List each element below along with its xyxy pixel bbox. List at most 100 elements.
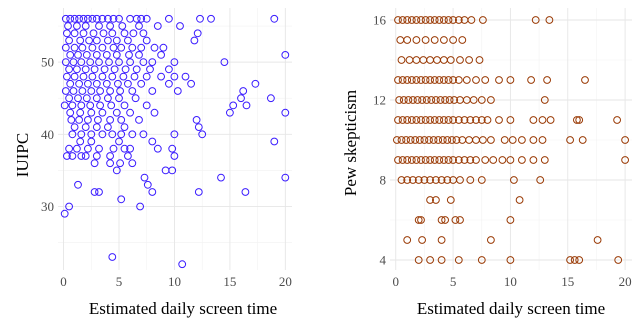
right-data-point [412, 76, 421, 84]
right-data-point [396, 36, 405, 44]
left-data-point [76, 36, 85, 45]
right-data-point [435, 76, 444, 84]
right-data-point [394, 116, 402, 124]
left-data-point [100, 65, 109, 74]
right-data-point [510, 176, 518, 184]
right-data-point [417, 156, 425, 164]
right-data-point [407, 16, 416, 24]
right-data-point [417, 216, 425, 224]
right-data-point [450, 96, 459, 104]
left-data-point [98, 72, 107, 81]
right-data-point [487, 236, 495, 244]
left-data-point [173, 87, 182, 95]
pew-skepticism-panel: Estimated daily screen time Pew skeptici… [341, 8, 632, 318]
left-data-point [176, 22, 184, 30]
right-y-tick-label: 12 [373, 93, 386, 108]
left-data-point [132, 14, 141, 23]
right-data-point [445, 96, 454, 104]
left-data-point [81, 123, 90, 131]
right-data-point [397, 176, 406, 184]
left-data-point [84, 116, 92, 124]
left-data-point [116, 87, 124, 95]
right-data-point [413, 96, 422, 104]
left-data-point [67, 116, 76, 124]
right-data-point [621, 156, 629, 164]
left-data-point [126, 144, 135, 153]
left-x-tick-label: 15 [223, 274, 236, 289]
right-data-point [538, 136, 547, 144]
left-data-point [128, 130, 137, 139]
left-data-point [70, 123, 79, 131]
left-data-point [61, 58, 70, 66]
right-data-point [458, 36, 467, 44]
left-data-point [61, 14, 70, 23]
left-data-point [66, 14, 75, 23]
right-data-point [434, 136, 443, 144]
right-data-point [437, 176, 446, 184]
left-data-point [168, 144, 177, 153]
left-data-point [117, 116, 126, 124]
right-data-point [489, 156, 498, 164]
left-data-point [94, 116, 102, 124]
left-data-point [76, 108, 85, 117]
left-data-point [104, 36, 112, 45]
right-data-point [412, 116, 421, 124]
right-data-point [498, 156, 507, 164]
left-data-point [98, 108, 107, 117]
left-x-tick-label: 10 [168, 274, 181, 289]
right-data-point [409, 96, 417, 104]
right-data-point [426, 256, 435, 264]
right-data-point [398, 156, 407, 164]
right-y-tick-label: 16 [373, 13, 387, 28]
right-data-point [449, 36, 458, 44]
right-data-point [506, 156, 515, 164]
right-data-point [417, 16, 425, 24]
right-data-point [446, 56, 455, 64]
right-data-point [420, 176, 429, 184]
right-data-point [477, 256, 486, 264]
right-data-point [472, 116, 480, 124]
left-data-point [190, 36, 199, 45]
left-data-point [198, 130, 207, 139]
right-data-point [518, 156, 526, 164]
right-data-point [435, 156, 444, 164]
right-data-point [479, 136, 487, 144]
right-data-point [398, 76, 407, 84]
right-data-point [449, 76, 458, 84]
left-x-axis-title: Estimated daily screen time [89, 299, 277, 318]
right-data-point [399, 96, 408, 104]
left-data-point [63, 29, 71, 38]
left-data-point [165, 79, 173, 88]
left-data-point [77, 130, 86, 139]
right-data-point [430, 16, 439, 24]
left-data-point [82, 94, 91, 103]
left-data-point [66, 108, 75, 117]
left-data-point [68, 101, 77, 110]
left-data-point [109, 43, 118, 52]
right-data-point [614, 256, 623, 264]
left-data-point [95, 22, 103, 30]
right-data-point [540, 156, 549, 164]
left-data-point [77, 101, 86, 110]
right-data-point [446, 196, 455, 204]
right-data-point [506, 116, 515, 124]
left-data-point [64, 22, 72, 30]
right-data-point [566, 136, 574, 144]
right-data-point [440, 36, 448, 44]
right-data-point [426, 16, 435, 24]
left-data-point [104, 123, 112, 131]
right-data-point [426, 196, 435, 204]
right-data-point [515, 196, 524, 204]
right-data-point [500, 136, 509, 144]
left-data-point [146, 65, 154, 74]
left-y-tick-label: 40 [41, 127, 54, 142]
right-data-point [460, 116, 469, 124]
left-data-point [115, 58, 123, 66]
left-data-point [73, 22, 81, 30]
left-data-point [109, 14, 118, 23]
left-data-point [87, 108, 96, 117]
left-data-point [120, 123, 129, 131]
right-data-point [444, 76, 453, 84]
right-data-point [444, 116, 453, 124]
left-data-point [88, 43, 97, 52]
